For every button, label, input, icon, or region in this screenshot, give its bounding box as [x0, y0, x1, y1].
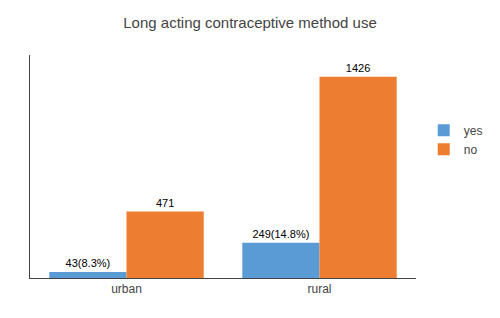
svg-text:1426: 1426: [346, 62, 370, 74]
svg-text:249(14.8%): 249(14.8%): [252, 228, 309, 240]
svg-text:yes: yes: [464, 124, 483, 138]
svg-text:urban: urban: [111, 282, 142, 296]
svg-text:no: no: [464, 143, 478, 157]
svg-text:471: 471: [156, 197, 174, 209]
svg-text:rural: rural: [307, 282, 331, 296]
svg-text:Long acting contraceptive meth: Long acting contraceptive method use: [123, 14, 377, 31]
svg-text:43(8.3%): 43(8.3%): [66, 257, 111, 269]
